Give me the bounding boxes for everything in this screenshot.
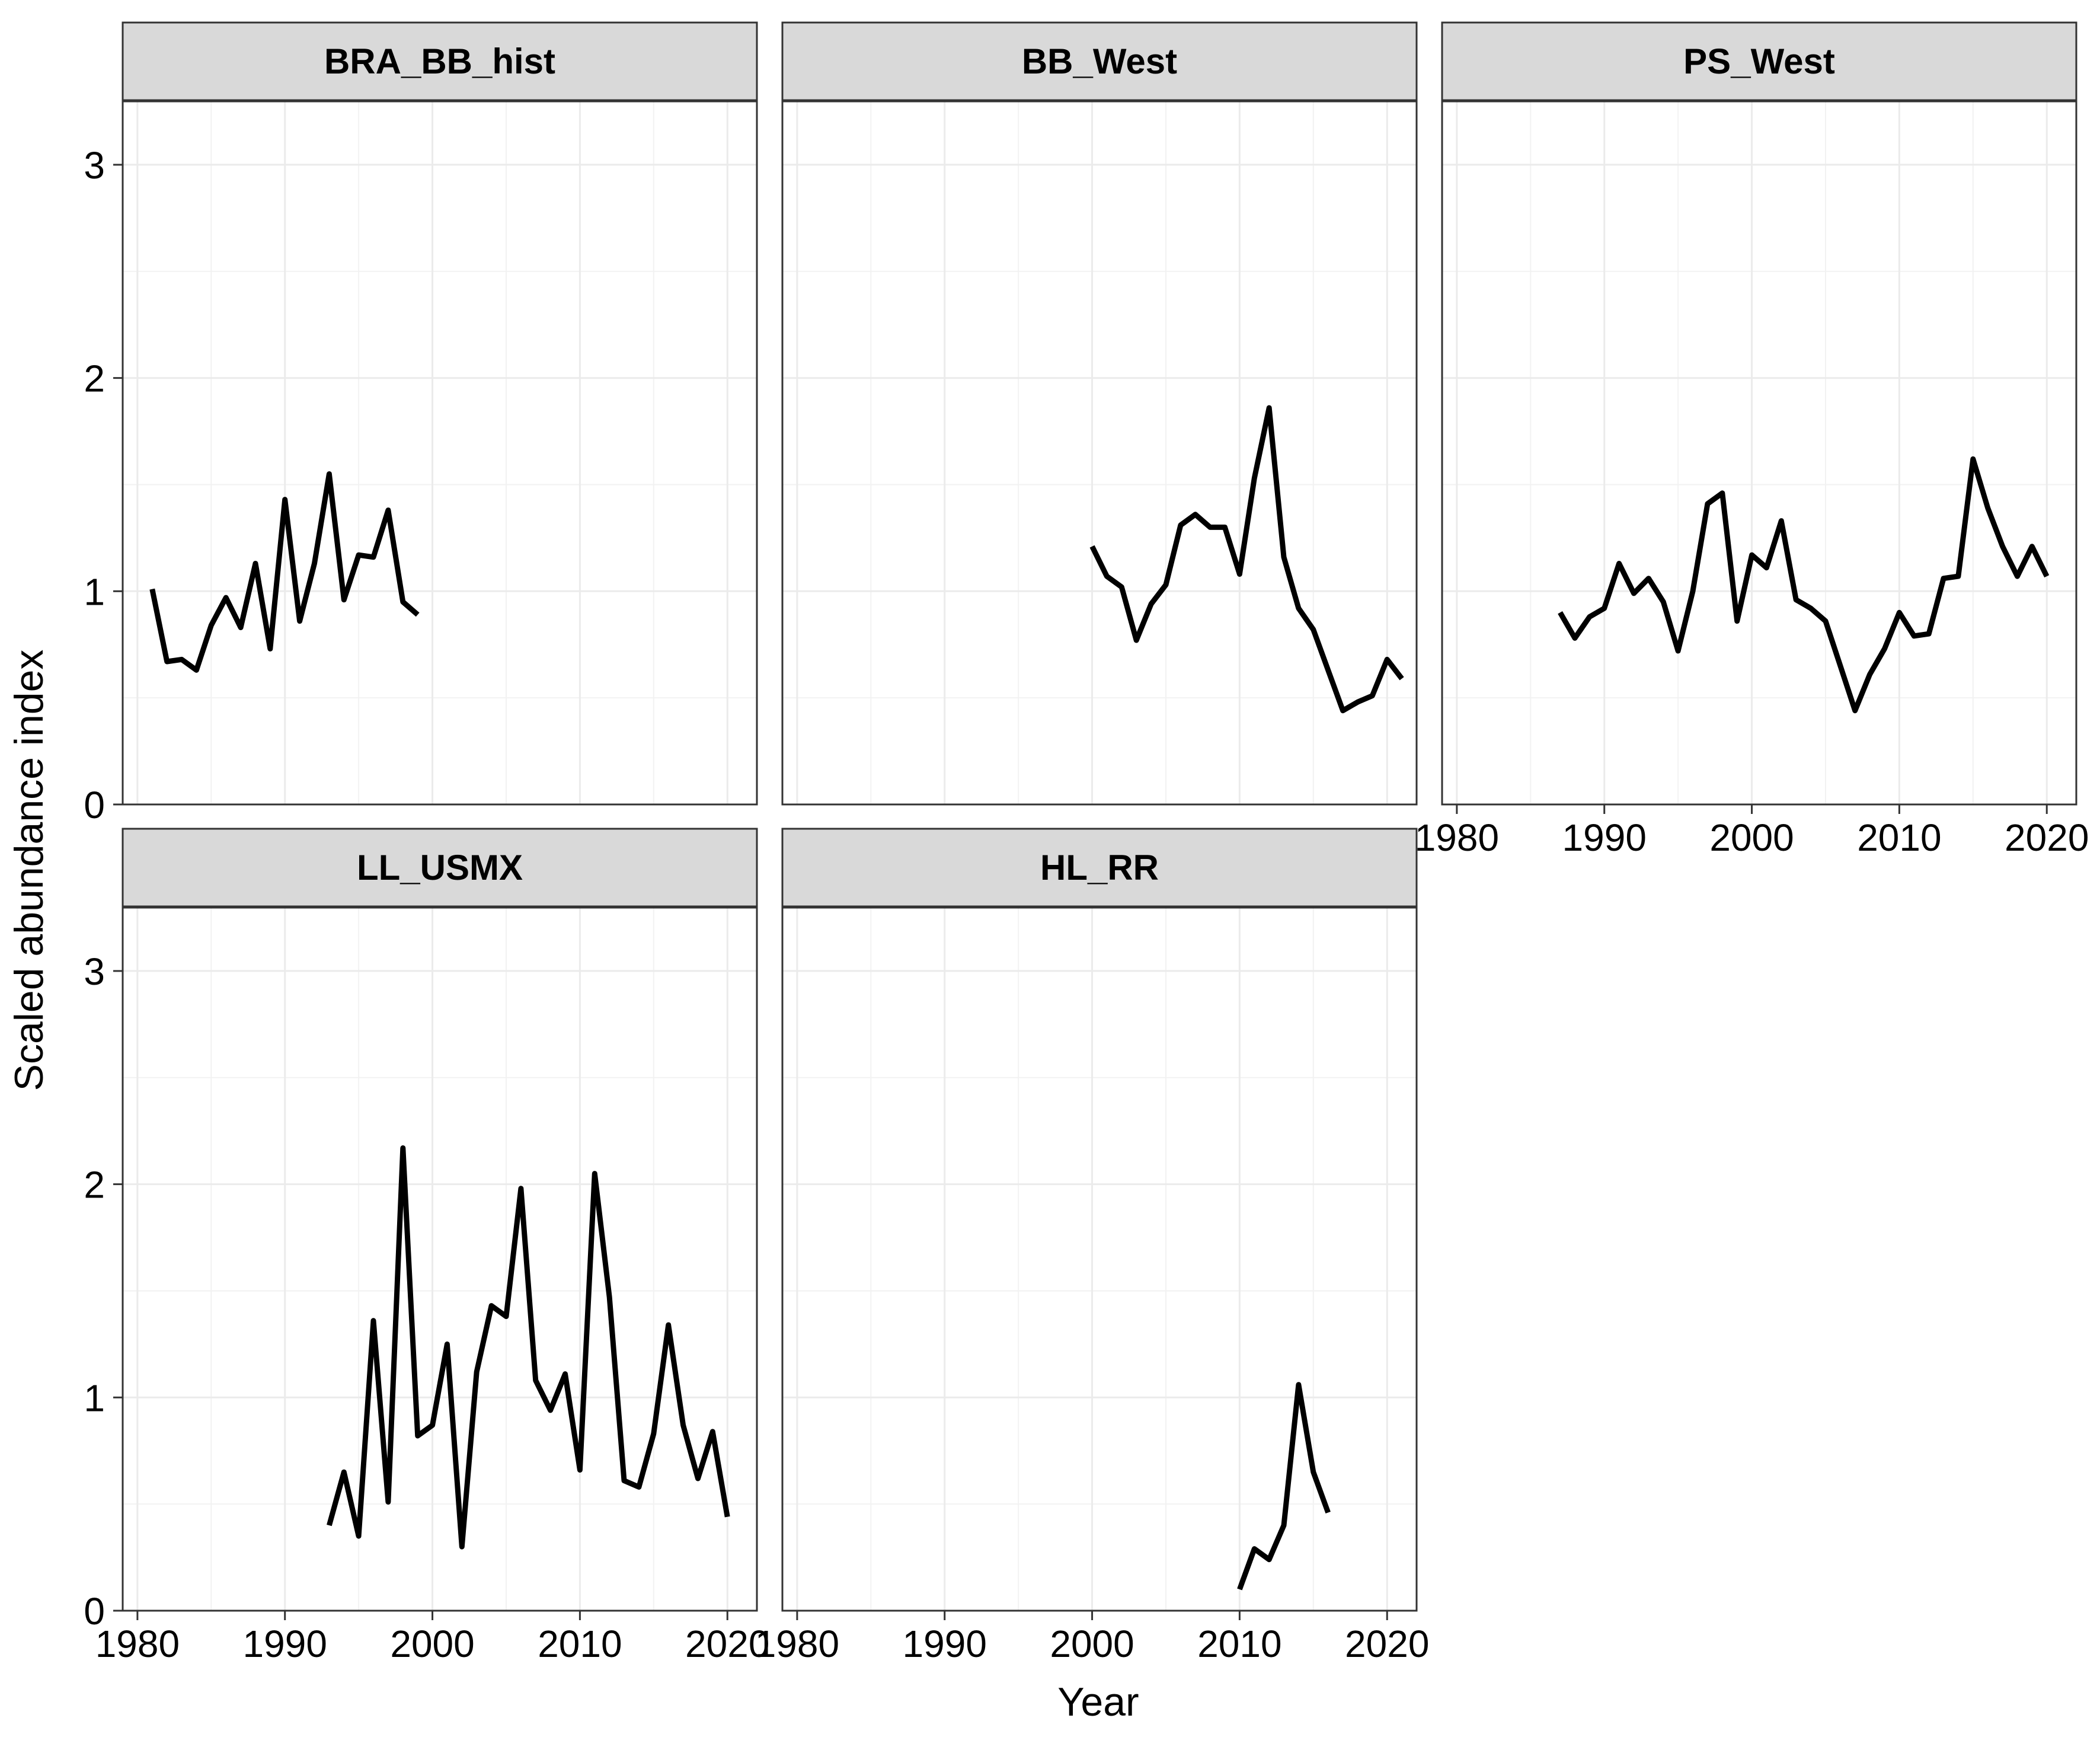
facet-title: BRA_BB_hist xyxy=(324,41,555,81)
y-tick-label: 0 xyxy=(84,784,105,826)
x-tick-label: 1990 xyxy=(1562,816,1647,859)
facet-title: HL_RR xyxy=(1040,848,1159,887)
facet-title: PS_West xyxy=(1683,41,1835,81)
facet-strip xyxy=(781,828,1418,908)
series-line xyxy=(1558,456,2050,714)
panels-layer: BRA_BB_hist BB_West PS_West LL_USMX HL_RR xyxy=(122,21,2077,1612)
axes-layer: 0 1 2 3 1980 1990 2000 2010 2020 0 1 2 3 1980 1990 2000… xyxy=(84,144,2089,1665)
x-tick-label: 2010 xyxy=(1857,816,1941,859)
facet-strip xyxy=(781,21,1418,102)
y-tick-label: 2 xyxy=(84,357,105,400)
x-tick-label: 2010 xyxy=(538,1623,622,1665)
x-tick-label: 2000 xyxy=(390,1623,474,1665)
x-axis: 1980 1990 2000 2010 2020 xyxy=(755,1611,1429,1665)
panel-background xyxy=(782,101,1417,804)
facet-title: BB_West xyxy=(1022,41,1177,81)
facet-panel: BB_West xyxy=(781,21,1418,806)
y-axis: 0 1 2 3 xyxy=(84,144,123,826)
x-tick-label: 2000 xyxy=(1709,816,1794,859)
panel-background xyxy=(1442,101,2076,804)
facet-strip xyxy=(1441,21,2077,102)
panel-background xyxy=(123,101,757,804)
panel-background xyxy=(123,907,757,1611)
y-tick-label: 0 xyxy=(84,1590,105,1633)
y-tick-label: 1 xyxy=(84,570,105,613)
series-line xyxy=(327,1145,730,1550)
series-line xyxy=(1089,405,1404,714)
x-tick-label: 1980 xyxy=(755,1623,839,1665)
x-tick-label: 1990 xyxy=(903,1623,987,1665)
y-axis: 0 1 2 3 xyxy=(84,950,123,1633)
x-tick-label: 1990 xyxy=(243,1623,327,1665)
x-axis-title: Year xyxy=(1057,1679,1139,1725)
x-axis: 1980 1990 2000 2010 2020 xyxy=(1415,804,2089,859)
x-tick-label: 2020 xyxy=(1345,1623,1429,1665)
x-tick-label: 1980 xyxy=(95,1623,180,1665)
x-tick-label: 2020 xyxy=(2005,816,2089,859)
facet-strip xyxy=(122,21,758,102)
x-tick-label: 2010 xyxy=(1197,1623,1281,1665)
series-line xyxy=(149,471,420,673)
y-axis-title: Scaled abundance index xyxy=(7,650,52,1091)
facet-panel: LL_USMX xyxy=(122,828,758,1612)
x-axis: 1980 1990 2000 2010 2020 xyxy=(95,1611,769,1665)
facet-strip xyxy=(122,828,758,908)
y-tick-label: 2 xyxy=(84,1164,105,1206)
facet-panel: BRA_BB_hist xyxy=(122,21,758,806)
x-tick-label: 2020 xyxy=(685,1623,769,1665)
y-tick-label: 3 xyxy=(84,950,105,993)
y-tick-label: 3 xyxy=(84,144,105,187)
panel-background xyxy=(782,907,1417,1611)
y-tick-label: 1 xyxy=(84,1377,105,1419)
x-tick-label: 1980 xyxy=(1415,816,1499,859)
facet-title: LL_USMX xyxy=(357,848,523,887)
x-tick-label: 2000 xyxy=(1050,1623,1134,1665)
series-line xyxy=(1237,1382,1331,1591)
facet-panel: PS_West xyxy=(1441,21,2077,806)
facet-panel: HL_RR xyxy=(781,828,1418,1612)
